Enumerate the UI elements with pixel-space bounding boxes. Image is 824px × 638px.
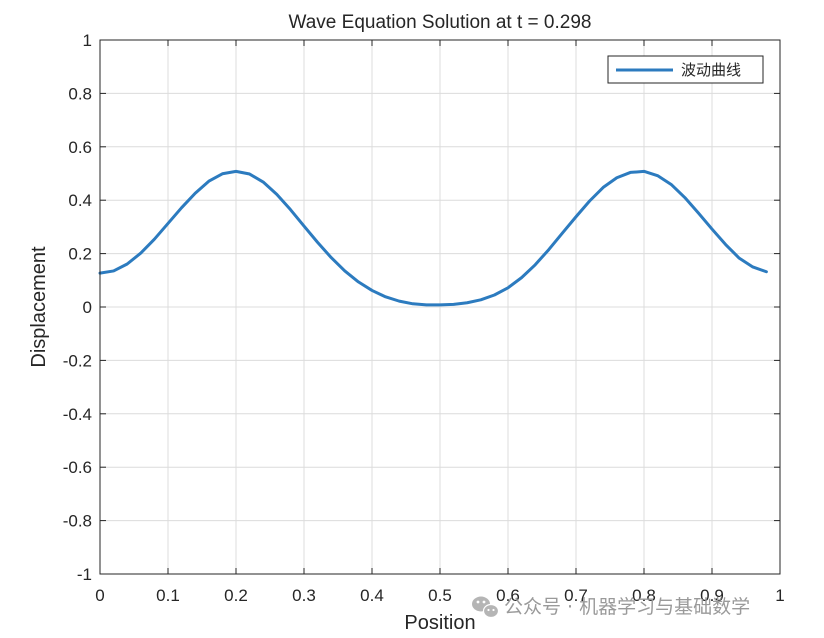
y-axis-label: Displacement <box>28 246 50 368</box>
series-line <box>98 169 768 307</box>
x-tick-label: 0.4 <box>360 586 384 605</box>
y-tick-label: 0.2 <box>68 245 92 264</box>
x-tick-label: 0.1 <box>156 586 180 605</box>
x-tick-label: 0.7 <box>564 586 588 605</box>
watermark-text: 公众号 · 机器学习与基础数学 <box>504 596 750 618</box>
watermark: 公众号 · 机器学习与基础数学 <box>472 596 750 619</box>
x-tick-label: 0.2 <box>224 586 248 605</box>
y-tick-label: 0.6 <box>68 138 92 157</box>
x-axis-label: Position <box>404 612 475 634</box>
x-tick-label: 0.8 <box>632 586 656 605</box>
y-tick-label: -0.6 <box>63 458 92 477</box>
chart-title: Wave Equation Solution at t = 0.298 <box>289 12 592 33</box>
x-tick-label: 1 <box>775 586 784 605</box>
wechat-icon <box>472 596 500 619</box>
x-tick-labels: 0 0.1 0.2 0.3 0.4 0.5 0.6 0.7 0.8 0.9 1 <box>95 586 784 605</box>
y-tick-label: -0.8 <box>63 512 92 531</box>
plot-frame <box>99 39 781 575</box>
series-layer <box>98 169 768 307</box>
y-tick-label: -0.4 <box>63 405 92 424</box>
y-tick-label: 1 <box>83 31 92 50</box>
x-tick-label: 0 <box>95 586 104 605</box>
legend-label: 波动曲线 <box>681 61 741 79</box>
y-tick-label: -0.2 <box>63 351 92 370</box>
y-tick-label: 0.8 <box>68 84 92 103</box>
x-tick-label: 0.9 <box>700 586 724 605</box>
y-tick-label: 0 <box>83 298 92 317</box>
y-tick-label: -1 <box>77 565 92 584</box>
x-tick-label: 0.3 <box>292 586 316 605</box>
legend[interactable]: 波动曲线 <box>607 55 764 84</box>
x-tick-label: 0.5 <box>428 586 452 605</box>
y-tick-label: 0.4 <box>68 191 92 210</box>
x-tick-label: 0.6 <box>496 586 520 605</box>
y-tick-labels: 1 0.8 0.6 0.4 0.2 0 -0.2 -0.4 -0.6 -0.8 -1 <box>63 31 92 584</box>
